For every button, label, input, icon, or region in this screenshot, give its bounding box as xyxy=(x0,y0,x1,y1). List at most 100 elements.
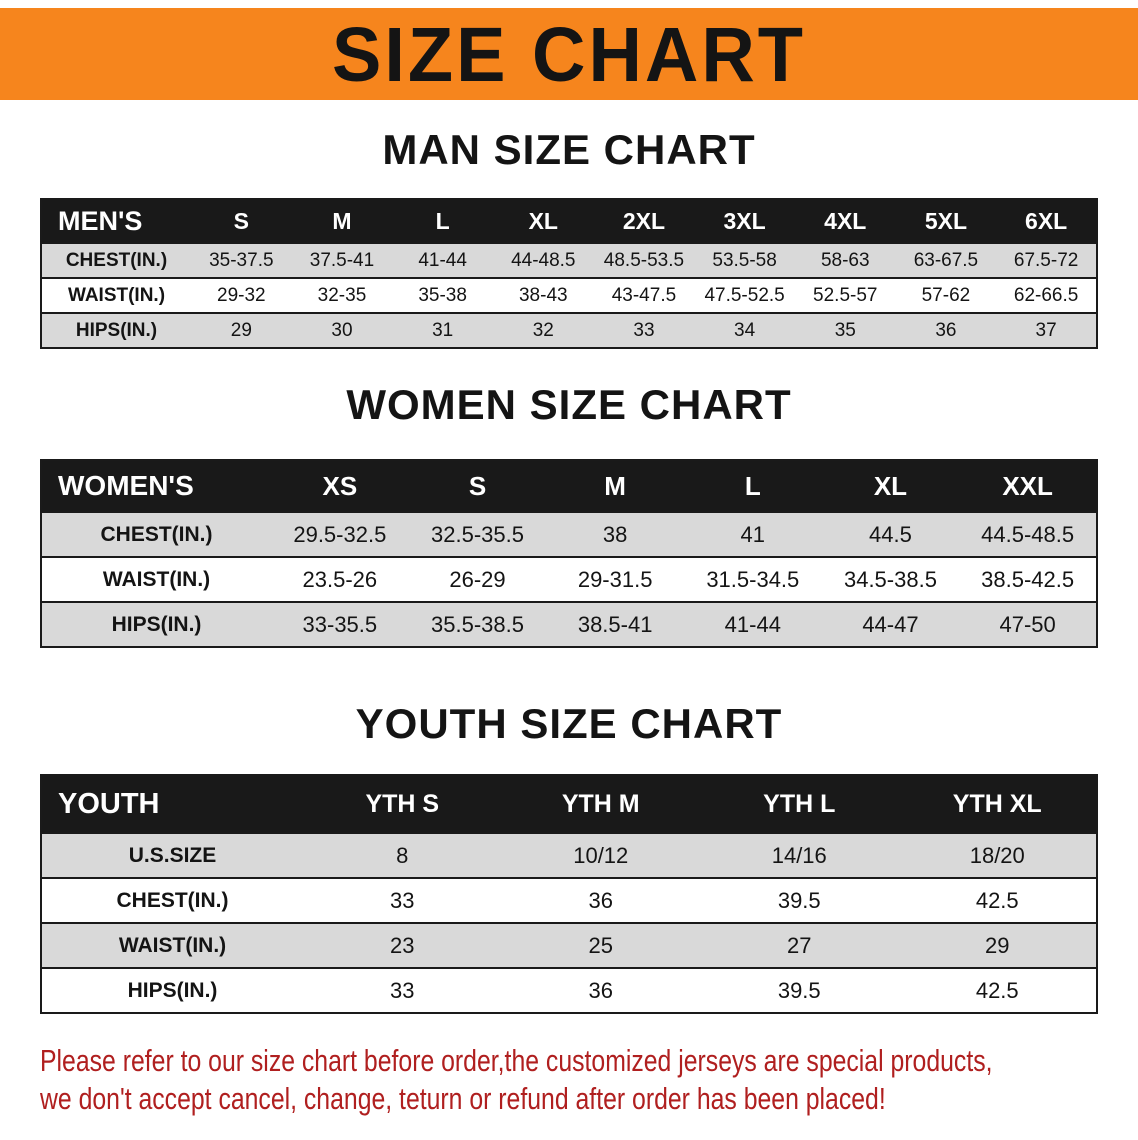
table-cell: 36 xyxy=(588,887,613,913)
table-cell: 43-47.5 xyxy=(611,284,677,306)
table-cell: 10/12 xyxy=(573,842,629,868)
table-cell: 44.5-48.5 xyxy=(981,521,1075,547)
row-label: WAIST(IN.) xyxy=(118,933,227,957)
column-header: M xyxy=(546,460,684,512)
table-cell: 39.5 xyxy=(777,977,821,1003)
table-cell: 41-44 xyxy=(418,249,467,271)
table-title-cell: WOMEN'S xyxy=(41,460,271,512)
column-header: S xyxy=(191,199,292,243)
table-cell: 34.5-38.5 xyxy=(843,566,937,592)
row-label: CHEST(IN.) xyxy=(116,888,229,912)
table-cell: 44.5 xyxy=(869,521,912,547)
column-header: S xyxy=(408,460,547,512)
table-header-row: MEN'S S M L XL 2XL 3XL 4XL 5XL 6XL xyxy=(41,199,1097,243)
column-header: YTH XL xyxy=(898,775,1097,833)
row-label: HIPS(IN.) xyxy=(75,319,158,341)
table-cell: 18/20 xyxy=(969,842,1025,868)
column-header: 4XL xyxy=(794,199,896,243)
table-cell: 29.5-32.5 xyxy=(293,521,387,547)
column-header: YTH M xyxy=(501,775,700,833)
table-cell: 32-35 xyxy=(317,284,367,306)
table-cell: 36 xyxy=(935,319,957,341)
table-cell: 33 xyxy=(390,977,415,1003)
men-section-heading: MAN SIZE CHART xyxy=(382,126,756,173)
column-header: XL xyxy=(492,199,594,243)
column-header: L xyxy=(392,199,493,243)
table-cell: 32 xyxy=(532,319,554,341)
table-cell: 42.5 xyxy=(975,887,1019,913)
men-section: MAN SIZE CHART MEN'S S M L XL 2XL 3XL 4XL 5XL 6XL… xyxy=(0,126,1138,349)
table-row: WAIST(IN.) 23.5-26 26-29 29-31.5 31.5-34.5 34… xyxy=(41,557,1097,602)
table-cell: 29-32 xyxy=(217,284,266,306)
table-cell: 30 xyxy=(331,319,353,341)
youth-section: YOUTH SIZE CHART YOUTH YTH S YTH M YTH L YTH… xyxy=(0,700,1138,1014)
table-cell: 35.5-38.5 xyxy=(431,611,524,637)
table-cell: 53.5-58 xyxy=(712,249,777,271)
table-cell: 37.5-41 xyxy=(309,249,375,271)
row-label: U.S.SIZE xyxy=(128,843,217,867)
table-row: HIPS(IN.) 33-35.5 35.5-38.5 38.5-41 41-44 44-… xyxy=(41,602,1097,647)
row-label: CHEST(IN.) xyxy=(100,522,213,546)
column-header: YTH L xyxy=(700,775,899,833)
youth-size-table: YOUTH YTH S YTH M YTH L YTH XL U.S.SIZE 8 10/12… xyxy=(40,774,1098,1014)
table-cell: 14/16 xyxy=(771,842,827,868)
column-header: 3XL xyxy=(694,199,795,243)
column-header: 2XL xyxy=(593,199,695,243)
row-label: CHEST(IN.) xyxy=(65,249,168,271)
youth-section-heading: YOUTH SIZE CHART xyxy=(355,700,783,747)
table-cell: 32.5-35.5 xyxy=(431,521,524,547)
column-header: L xyxy=(683,460,822,512)
table-header-row: WOMEN'S XS S M L XL XXL xyxy=(41,460,1097,512)
table-cell: 33 xyxy=(633,319,655,341)
row-label: HIPS(IN.) xyxy=(111,612,202,636)
table-cell: 34 xyxy=(734,319,756,341)
table-cell: 38.5-41 xyxy=(577,611,653,637)
banner-title: SIZE CHART xyxy=(332,10,806,98)
table-cell: 62-66.5 xyxy=(1013,284,1079,306)
table-cell: 33-35.5 xyxy=(302,611,378,637)
banner: SIZE CHART xyxy=(0,8,1138,100)
size-chart-page: SIZE CHART MAN SIZE CHART MEN'S S M L XL 2XL 3… xyxy=(0,8,1138,1118)
table-cell: 44-48.5 xyxy=(511,249,576,271)
order-notice-line-2: we don't accept cancel, change, teturn o… xyxy=(40,1081,886,1116)
column-header: 5XL xyxy=(895,199,997,243)
table-row: CHEST(IN.) 33 36 39.5 42.5 xyxy=(41,878,1097,923)
men-size-table: MEN'S S M L XL 2XL 3XL 4XL 5XL 6XL CHEST(IN.) 35-37… xyxy=(40,198,1098,349)
table-cell: 8 xyxy=(396,842,409,868)
table-cell: 35-37.5 xyxy=(209,249,274,271)
table-title-cell: YOUTH xyxy=(41,775,303,833)
column-header: 6XL xyxy=(996,199,1097,243)
table-cell: 47-50 xyxy=(999,611,1056,637)
column-header: XS xyxy=(271,460,409,512)
column-header: XXL xyxy=(959,460,1097,512)
table-row: CHEST(IN.) 29.5-32.5 32.5-35.5 38 41 44.5 44.5… xyxy=(41,512,1097,557)
table-cell: 36 xyxy=(588,977,613,1003)
table-cell: 38.5-42.5 xyxy=(981,566,1075,592)
table-row: HIPS(IN.) 29 30 31 32 33 34 35 36 37 xyxy=(41,313,1097,348)
row-label: HIPS(IN.) xyxy=(127,978,218,1002)
table-cell: 23 xyxy=(390,932,415,958)
table-row: HIPS(IN.) 33 36 39.5 42.5 xyxy=(41,968,1097,1013)
row-label: WAIST(IN.) xyxy=(102,567,211,591)
table-cell: 44-47 xyxy=(862,611,919,637)
table-cell: 25 xyxy=(588,932,613,958)
table-cell: 58-63 xyxy=(820,249,870,271)
women-section-heading: WOMEN SIZE CHART xyxy=(346,381,792,428)
table-cell: 31.5-34.5 xyxy=(706,566,800,592)
table-cell: 35-38 xyxy=(418,284,467,306)
table-header-row: YOUTH YTH S YTH M YTH L YTH XL xyxy=(41,775,1097,833)
women-size-table: WOMEN'S XS S M L XL XXL CHEST(IN.) 29.5-32.5 32.5… xyxy=(40,459,1098,648)
table-cell: 27 xyxy=(787,932,812,958)
table-cell: 39.5 xyxy=(777,887,821,913)
table-cell: 52.5-57 xyxy=(813,284,878,306)
order-notice-line-1: Please refer to our size chart before or… xyxy=(40,1043,993,1078)
table-row: WAIST(IN.) 23 25 27 29 xyxy=(41,923,1097,968)
table-cell: 33 xyxy=(390,887,415,913)
table-row: U.S.SIZE 8 10/12 14/16 18/20 xyxy=(41,833,1097,878)
column-header: M xyxy=(291,199,393,243)
table-cell: 41-44 xyxy=(724,611,781,637)
table-cell: 37 xyxy=(1035,319,1057,341)
table-cell: 41 xyxy=(740,521,766,547)
table-cell: 48.5-53.5 xyxy=(603,249,685,271)
table-cell: 29 xyxy=(985,932,1010,958)
